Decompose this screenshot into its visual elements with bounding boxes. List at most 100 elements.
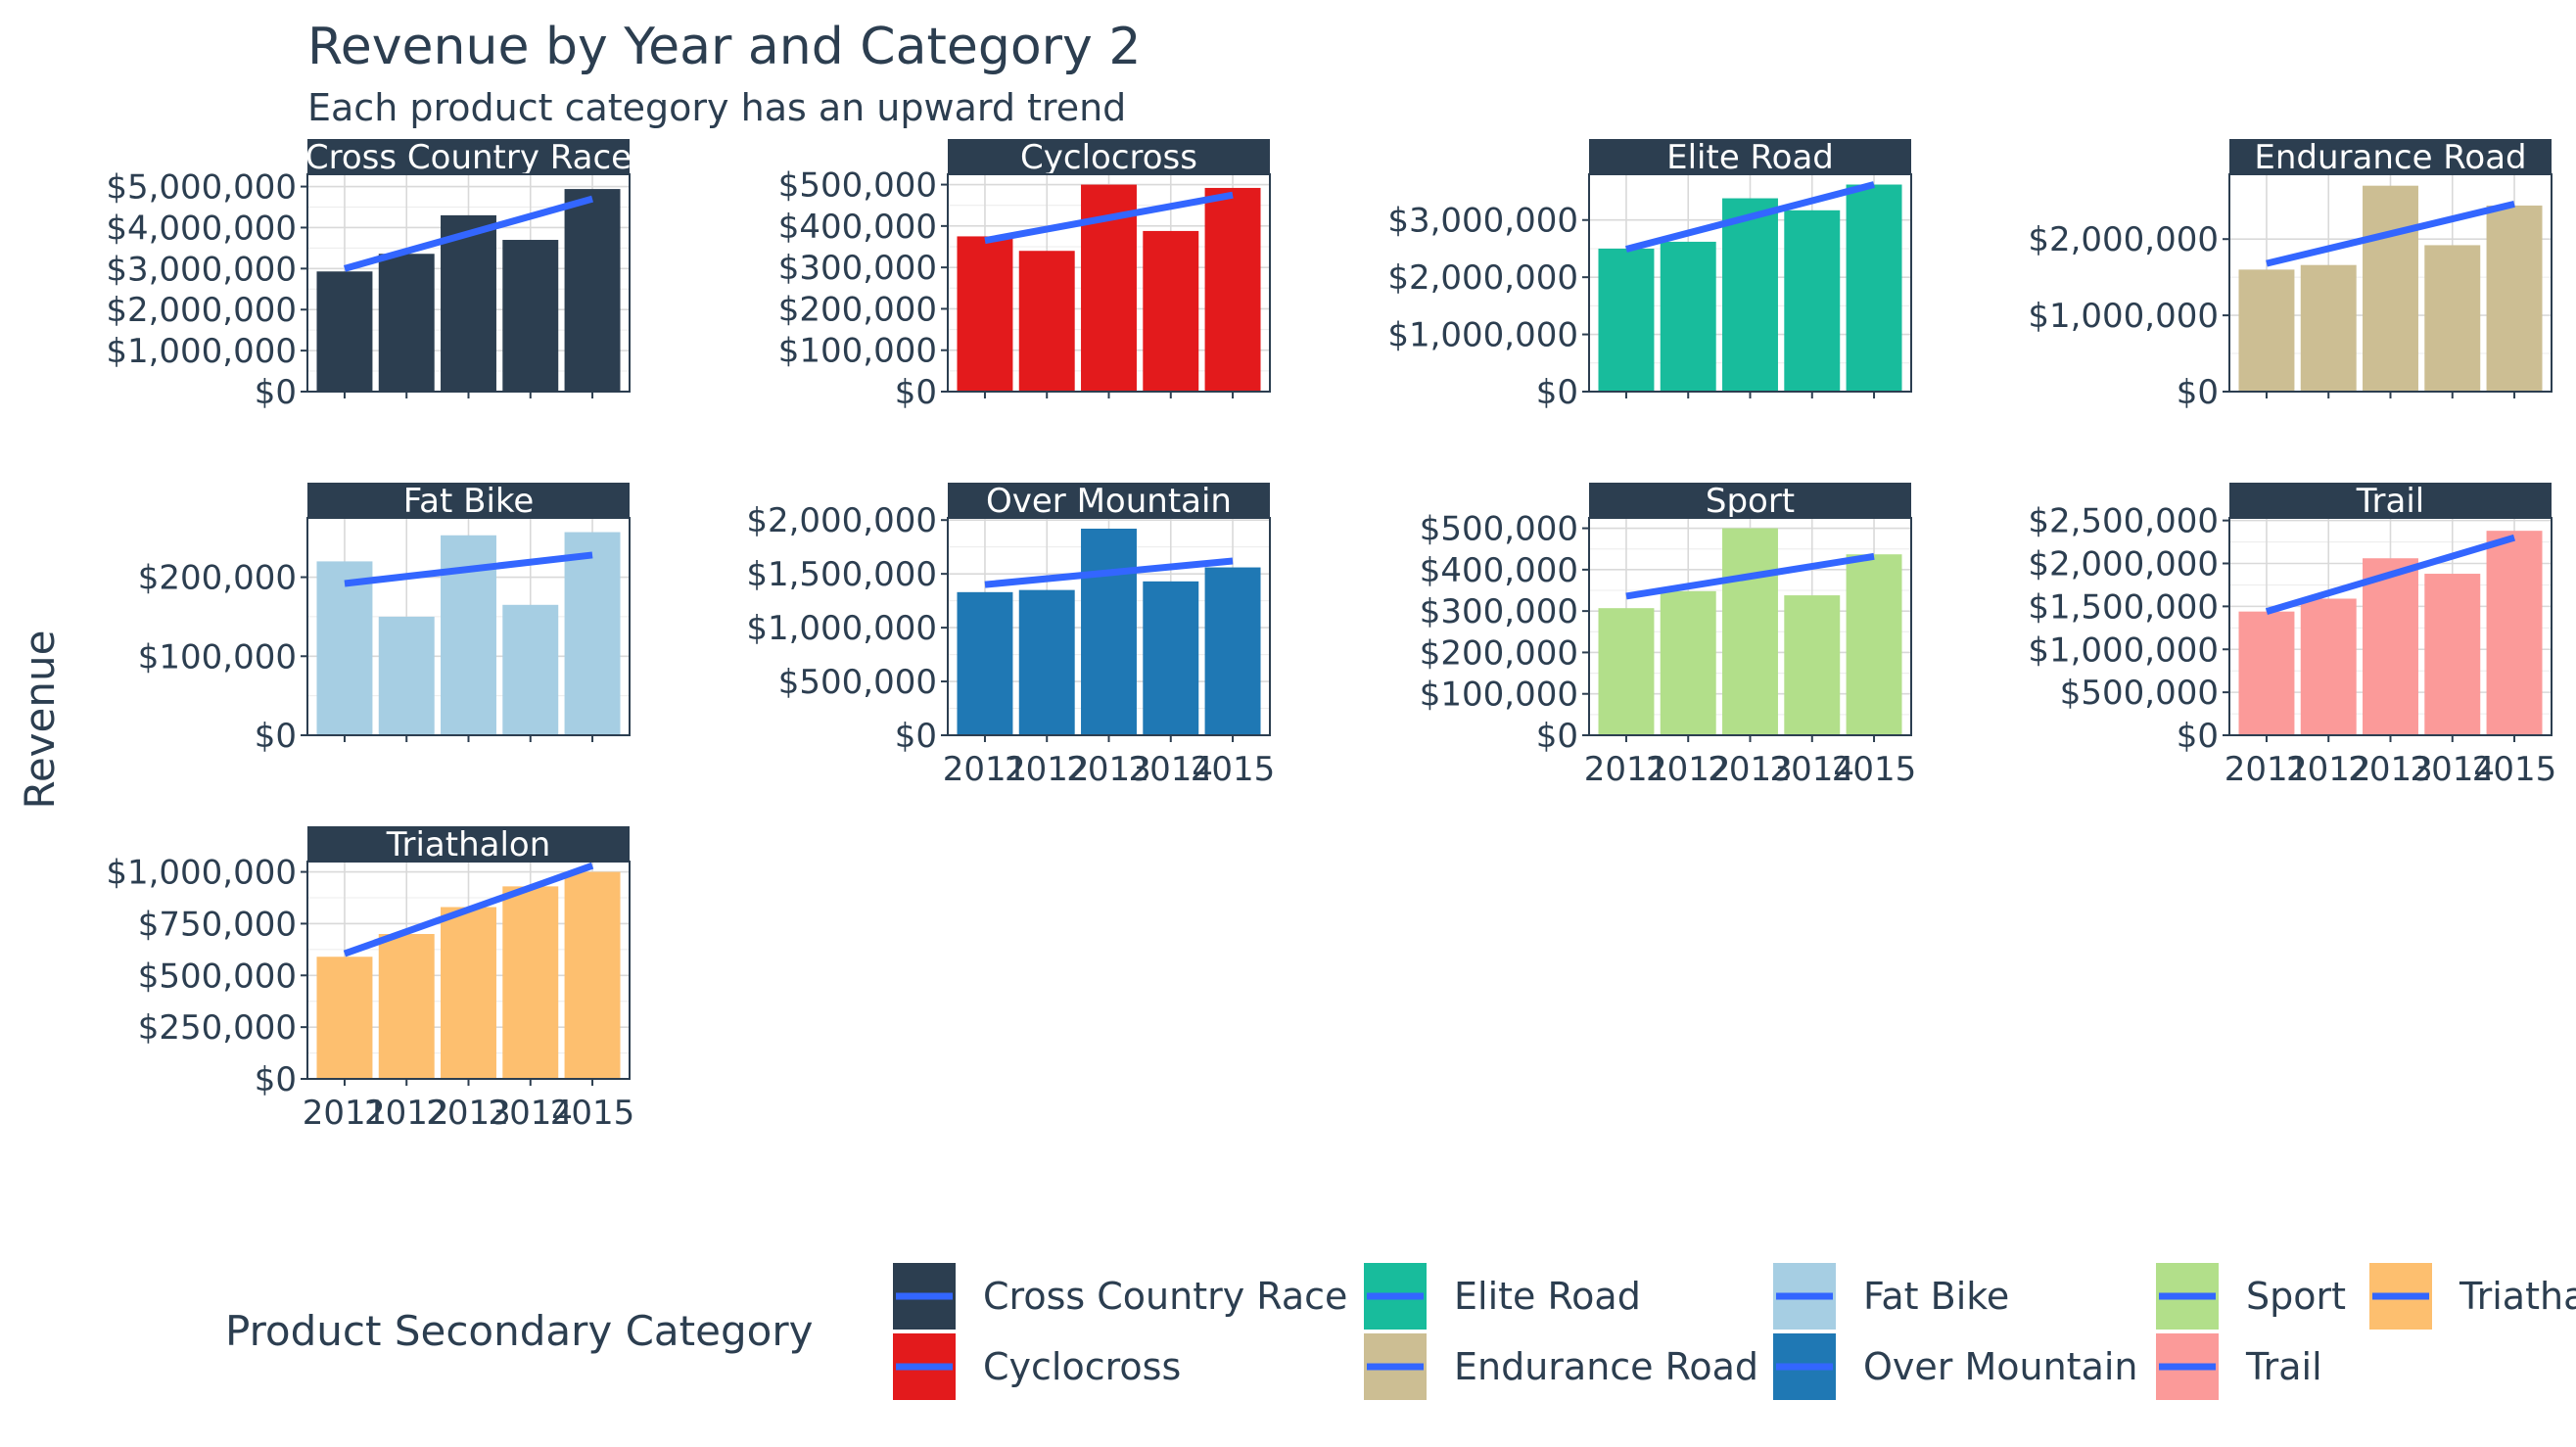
chart-title: Revenue by Year and Category 2 <box>307 18 1141 76</box>
y-tick-label: $0 <box>895 373 937 412</box>
y-tick-label: $1,000,000 <box>1387 316 1578 355</box>
facet-panel-elite-road: Elite Road $0 $1,000,000 $2,000,000 $3,000,0… <box>1387 138 1912 412</box>
chart-subtitle: Each product category has an upward tren… <box>307 86 1126 129</box>
y-tick-label: $200,000 <box>138 559 297 598</box>
x-tick-label: 2013 <box>1066 750 1151 789</box>
y-tick-label: $5,000,000 <box>106 168 297 208</box>
bar-cross-country-race-2012 <box>378 254 435 392</box>
bar-endurance-road-2014 <box>2424 245 2481 392</box>
y-tick-label: $1,000,000 <box>106 332 297 371</box>
strip-label: Elite Road <box>1666 138 1834 177</box>
y-tick-label: $0 <box>1536 717 1578 756</box>
legend-label-over-mountain: Over Mountain <box>1863 1345 2138 1388</box>
y-tick-label: $100,000 <box>138 637 297 677</box>
bar-cross-country-race-2015 <box>564 189 621 392</box>
bar-over-mountain-2012 <box>1018 589 1075 735</box>
strip-header <box>1589 139 1911 174</box>
x-tick-label: 2013 <box>426 1094 511 1133</box>
x-tick-label: 2014 <box>2411 750 2496 789</box>
x-tick-label: 2015 <box>1832 750 1917 789</box>
y-tick-label: $750,000 <box>138 905 297 944</box>
y-tick-label: $500,000 <box>778 663 937 702</box>
y-tick-label: $100,000 <box>778 332 937 371</box>
x-tick-label: 2015 <box>1191 750 1276 789</box>
bar-triathalon-2015 <box>564 871 621 1079</box>
x-tick-label: 2012 <box>1646 750 1731 789</box>
strip-label: Endurance Road <box>2254 138 2526 177</box>
y-tick-label: $1,500,000 <box>746 555 937 594</box>
y-tick-label: $0 <box>1536 373 1578 412</box>
x-tick-label: 2012 <box>2286 750 2371 789</box>
bar-cyclocross-2015 <box>1204 187 1261 392</box>
x-tick-label: 2014 <box>1129 750 1214 789</box>
facet-panel-triathalon: Triathalon $0 $250,000 $500,000 $750,000 $1,0… <box>106 825 634 1133</box>
bar-over-mountain-2013 <box>1081 528 1137 735</box>
bar-cross-country-race-2011 <box>316 271 373 392</box>
bar-cross-country-race-2014 <box>502 240 559 392</box>
bar-over-mountain-2011 <box>957 591 1013 735</box>
bar-fat-bike-2012 <box>378 616 435 735</box>
strip-header <box>1589 483 1911 518</box>
strip-header <box>948 139 1270 174</box>
trend-line <box>2265 534 2516 615</box>
y-tick-label: $250,000 <box>138 1008 297 1048</box>
facet-panel-endurance-road: Endurance Road $0 $1,000,000 $2,000,000 <box>2028 138 2553 412</box>
y-tick-label: $0 <box>255 717 297 756</box>
strip-header <box>307 483 630 518</box>
bar-elite-road-2013 <box>1722 198 1778 392</box>
y-tick-label: $2,500,000 <box>2028 502 2219 541</box>
y-tick-label: $500,000 <box>2060 674 2219 713</box>
x-tick-label: 2015 <box>550 1094 635 1133</box>
x-tick-label: 2012 <box>364 1094 449 1133</box>
strip-label: Over Mountain <box>986 482 1232 521</box>
bar-elite-road-2012 <box>1660 241 1716 392</box>
facet-panel-fat-bike: Fat Bike $0 $100,000 $200,000 <box>138 482 631 756</box>
facet-panel-sport: Sport $0$100,000$200,000$300,000$400,000$… <box>1420 482 1917 789</box>
bar-endurance-road-2011 <box>2238 269 2295 392</box>
y-tick-label: $3,000,000 <box>1387 202 1578 241</box>
legend-label-cyclocross: Cyclocross <box>983 1345 1181 1388</box>
facet-panels: Cross Country Race$0$1,000,000$2,000,000… <box>106 138 2556 1133</box>
strip-header <box>948 483 1270 518</box>
y-tick-label: $2,000,000 <box>2028 545 2219 584</box>
y-axis-label: Revenue <box>16 630 64 810</box>
legend-label-endurance-road: Endurance Road <box>1454 1345 1758 1388</box>
y-tick-label: $1,000,000 <box>746 609 937 648</box>
legend-label-trail: Trail <box>2245 1345 2322 1388</box>
y-tick-label: $300,000 <box>1420 592 1578 631</box>
bar-over-mountain-2014 <box>1143 581 1199 735</box>
y-tick-label: $0 <box>255 1060 297 1099</box>
y-tick-label: $2,000,000 <box>2028 220 2219 259</box>
x-tick-label: 2012 <box>1005 750 1090 789</box>
trend-line <box>344 551 593 587</box>
y-tick-label: $200,000 <box>1420 633 1578 673</box>
bar-cyclocross-2014 <box>1143 230 1199 392</box>
y-tick-label: $2,000,000 <box>746 501 937 540</box>
bar-elite-road-2011 <box>1598 248 1655 392</box>
bar-over-mountain-2015 <box>1204 567 1261 735</box>
bar-endurance-road-2013 <box>2363 185 2418 392</box>
bar-cyclocross-2012 <box>1018 251 1075 392</box>
x-tick-label: 2011 <box>943 750 1028 789</box>
bar-trail-2015 <box>2486 531 2543 735</box>
bar-triathalon-2011 <box>316 957 373 1079</box>
strip-label: Trail <box>2356 482 2424 521</box>
trend-line <box>344 195 593 272</box>
strip-header <box>307 826 630 862</box>
y-tick-label: $0 <box>255 373 297 412</box>
trend-line <box>984 191 1234 245</box>
trend-line <box>2266 200 2515 267</box>
strip-header <box>307 139 630 174</box>
legend-items: Cross Country Race Cyclocross Elite Road En… <box>893 1263 2576 1400</box>
trend-line <box>1625 552 1875 600</box>
facet-panel-over-mountain: Over Mountain $0 $500,000 $1,000,000 $1,500,… <box>746 482 1275 789</box>
trend-line <box>343 862 594 957</box>
bar-triathalon-2014 <box>502 886 559 1079</box>
bar-trail-2012 <box>2300 598 2357 735</box>
x-tick-label: 2013 <box>2348 750 2433 789</box>
legend-label-cross-country-race: Cross Country Race <box>983 1275 1347 1318</box>
y-tick-label: $4,000,000 <box>106 209 297 248</box>
legend-label-elite-road: Elite Road <box>1454 1275 1641 1318</box>
y-tick-label: $200,000 <box>778 290 937 329</box>
bar-elite-road-2015 <box>1846 184 1902 392</box>
